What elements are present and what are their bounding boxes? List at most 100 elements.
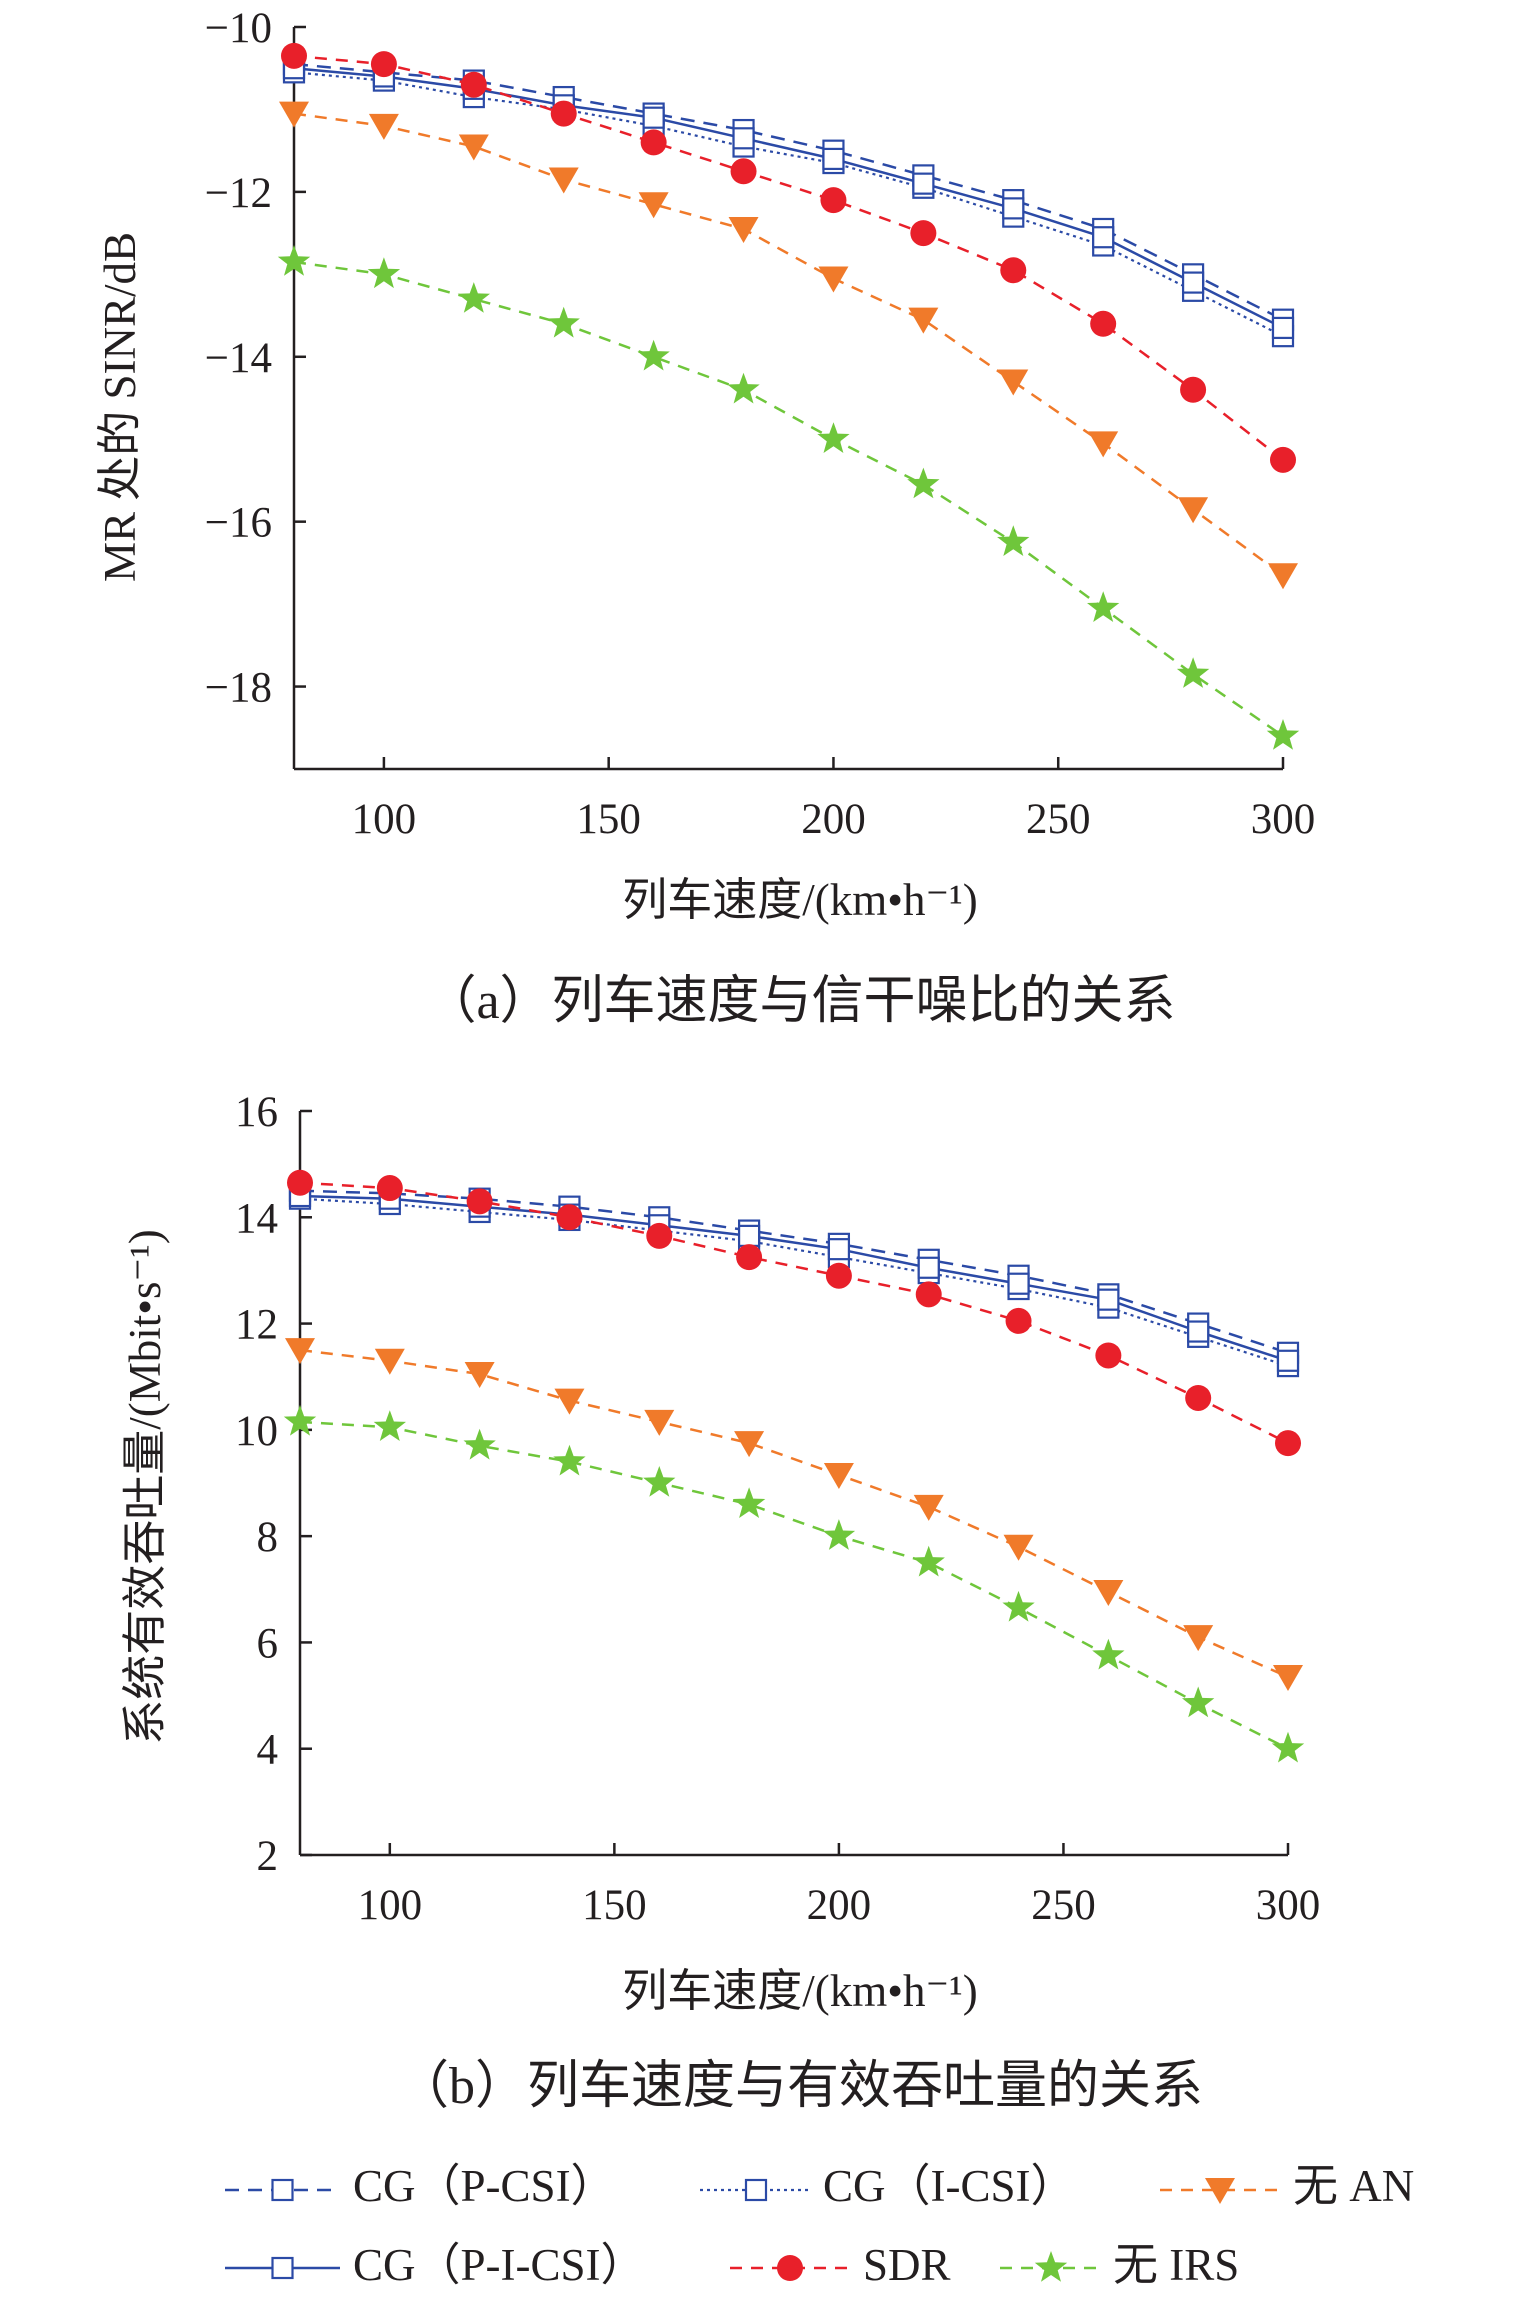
data-point	[1092, 1638, 1125, 1670]
data-point	[817, 422, 850, 453]
panel-a-caption: （a）列车速度与信干噪比的关系	[424, 973, 1175, 1030]
panel-b-tick-labels: 100 150 200 250 300 2 4 6 8 10 12 14 16	[235, 1089, 1320, 1929]
data-point	[554, 1388, 585, 1415]
y-tick-label: −10	[205, 5, 272, 52]
data-point	[283, 1404, 317, 1436]
x-tick-label: 300	[1251, 796, 1316, 843]
data-point	[466, 1188, 493, 1215]
series-cg-p-i-csi	[288, 1184, 1300, 1372]
x-tick-label: 250	[1031, 1882, 1096, 1929]
series-no-irs	[277, 245, 1300, 750]
panel-a-axes	[292, 25, 1285, 771]
data-point	[277, 245, 311, 276]
data-point	[1271, 1731, 1305, 1763]
data-point	[643, 1466, 676, 1497]
data-point	[1003, 1534, 1034, 1561]
data-point	[912, 1545, 945, 1577]
data-point	[463, 1428, 496, 1460]
data-point	[1185, 1384, 1212, 1411]
data-point	[1276, 1349, 1300, 1372]
series-no-irs	[283, 1404, 1305, 1763]
data-point	[1182, 1686, 1215, 1718]
y-tick-label: −14	[205, 335, 272, 382]
data-point	[640, 129, 667, 156]
data-point	[1007, 1272, 1030, 1295]
data-point	[1266, 719, 1300, 750]
y-tick-label: 12	[235, 1302, 278, 1349]
y-tick-label: 8	[257, 1514, 279, 1561]
data-point	[458, 134, 489, 161]
legend-label-cg-p-csi: CG（P-CSI）	[353, 2161, 616, 2211]
data-point	[1000, 257, 1027, 284]
legend-marker	[777, 2255, 803, 2281]
legend-marker	[1034, 2251, 1068, 2282]
data-point	[281, 42, 307, 69]
x-tick-label: 200	[807, 1882, 872, 1929]
data-point	[368, 113, 399, 140]
data-point	[998, 369, 1029, 396]
data-point	[1092, 226, 1115, 249]
data-point	[734, 1431, 765, 1458]
panel-b-x-axis-label: 列车速度/(km•h⁻¹)	[622, 1966, 977, 2016]
legend-label-no-an: 无 AN	[1293, 2161, 1414, 2211]
data-point	[1090, 310, 1117, 337]
data-point	[917, 1256, 940, 1279]
data-point	[1097, 1288, 1120, 1311]
data-point	[1093, 1579, 1124, 1606]
y-tick-label: 10	[235, 1408, 278, 1455]
x-tick-label: 300	[1256, 1882, 1321, 1929]
data-point	[1187, 1320, 1210, 1343]
series-cg-p-csi	[282, 52, 1295, 331]
data-point	[1088, 431, 1119, 458]
series-line	[299, 1189, 1289, 1354]
panel-b: 100 150 200 250 300 2 4 6 8 10 12 14 16 列车速度/(km•h⁻¹…	[120, 1089, 1320, 2115]
series-sdr	[281, 42, 1296, 473]
data-point	[823, 1463, 854, 1490]
y-tick-label: −12	[205, 170, 272, 217]
data-point	[556, 1204, 583, 1231]
panel-b-caption: （b）列车速度与有效吞吐量的关系	[397, 2058, 1203, 2115]
legend-marker	[271, 2256, 294, 2280]
series-line	[293, 260, 1284, 738]
data-point	[818, 266, 849, 293]
legend-label-no-irs: 无 IRS	[1113, 2240, 1239, 2290]
data-point	[736, 1244, 763, 1271]
series-line	[293, 112, 1284, 577]
data-point	[457, 282, 490, 313]
legend-marker	[744, 2178, 768, 2202]
legend-label-cg-p-i-csi: CG（P-I-CSI）	[353, 2240, 646, 2290]
series-line	[299, 1181, 1289, 1445]
y-tick-label: −16	[205, 500, 272, 547]
data-point	[1183, 1625, 1214, 1652]
panel-b-y-axis-label: 系统有效吞吐量/(Mbit•s⁻¹)	[120, 1229, 170, 1745]
legend: CG（P-CSI） CG（I-CSI） 无 AN CG（P-I-CSI） SDR…	[225, 2161, 1414, 2290]
data-point	[642, 106, 665, 129]
series-cg-i-csi	[282, 61, 1295, 348]
series-line	[293, 62, 1284, 321]
data-point	[367, 257, 401, 289]
legend-marker	[271, 2178, 294, 2202]
legend-label-cg-i-csi: CG（I-CSI）	[823, 2161, 1076, 2211]
y-tick-label: −18	[205, 665, 272, 712]
y-tick-label: 6	[257, 1620, 279, 1667]
panel-a-x-axis-label: 列车速度/(km•h⁻¹)	[622, 875, 977, 925]
series-no-an	[279, 101, 1298, 590]
data-point	[1273, 1664, 1303, 1691]
data-point	[997, 525, 1030, 556]
data-point	[646, 1222, 673, 1249]
panel-a-y-axis-label: MR 处的 SINR/dB	[95, 232, 145, 582]
data-point	[1181, 271, 1205, 294]
data-point	[1087, 591, 1120, 622]
data-point	[1002, 1590, 1035, 1622]
data-point	[908, 307, 939, 334]
series-line	[293, 71, 1284, 338]
data-point	[827, 1238, 851, 1261]
data-point	[638, 192, 669, 219]
data-point	[732, 1487, 766, 1518]
data-point	[1268, 563, 1298, 590]
data-point	[1095, 1342, 1122, 1369]
data-point	[728, 216, 759, 243]
data-point	[644, 1409, 675, 1436]
data-point	[1178, 497, 1209, 524]
legend-swatch-cg-p-i-csi	[225, 2256, 340, 2280]
